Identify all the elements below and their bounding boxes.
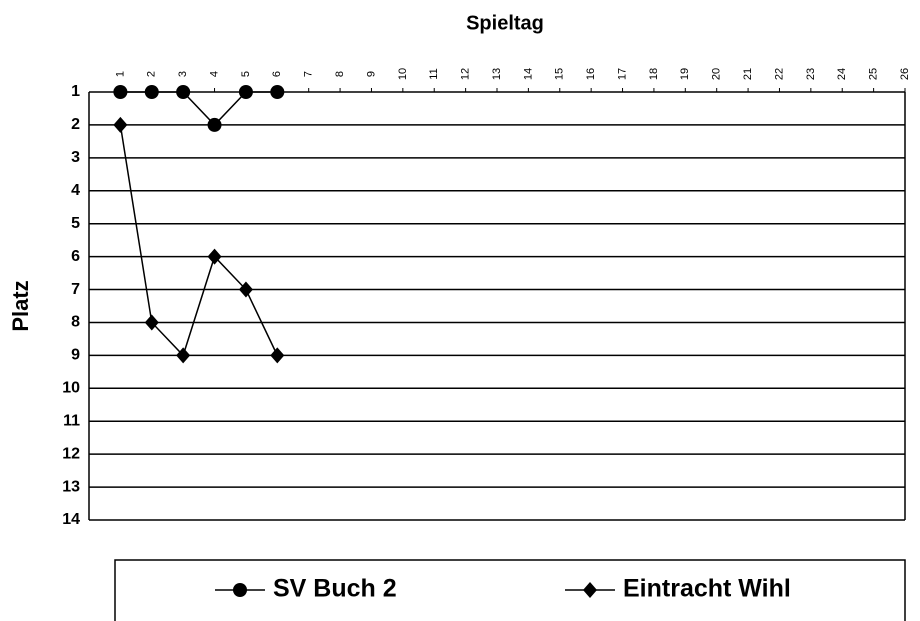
x-tick-label: 2: [146, 71, 158, 77]
x-tick-label: 8: [334, 71, 346, 77]
x-tick-label: 15: [554, 68, 566, 80]
y-axis-label: Platz: [8, 280, 33, 331]
x-tick-label: 9: [365, 71, 377, 77]
x-tick-label: 21: [742, 68, 754, 80]
legend-label: Eintracht Wihl: [623, 575, 791, 603]
x-tick-label: 22: [773, 68, 785, 80]
y-tick-label: 11: [63, 412, 80, 429]
point: [144, 314, 159, 331]
x-tick-label: 12: [460, 68, 472, 80]
x-tick-label: 5: [240, 71, 252, 77]
y-tick-label: 4: [71, 182, 80, 199]
chart-title: Spieltag: [466, 12, 544, 34]
x-tick-label: 17: [616, 68, 628, 80]
x-tick-label: 4: [208, 71, 220, 77]
series-line: [119, 124, 278, 357]
x-tick-label: 7: [303, 71, 315, 77]
point: [113, 85, 128, 99]
point: [176, 347, 191, 364]
y-tick-label: 12: [62, 445, 80, 462]
point: [238, 85, 253, 99]
y-tick-label: 7: [71, 281, 80, 298]
point: [144, 85, 159, 99]
x-tick-label: 23: [805, 68, 817, 80]
y-tick-label: 9: [71, 347, 80, 364]
x-tick-label: 24: [836, 68, 848, 80]
x-tick-label: 18: [648, 68, 660, 80]
legend-label: SV Buch 2: [273, 575, 397, 603]
point: [113, 116, 128, 133]
point: [207, 248, 222, 265]
y-tick-label: 3: [71, 149, 80, 166]
point: [238, 281, 253, 298]
y-tick-label: 10: [62, 380, 80, 397]
x-tick-label: 1: [114, 71, 126, 77]
series-line: [120, 91, 278, 127]
x-tick-label: 13: [491, 68, 503, 80]
x-tick-label: 14: [522, 68, 534, 80]
x-tick-label: 3: [177, 71, 189, 77]
x-tick-label: 16: [585, 68, 597, 80]
x-tick-label: 20: [711, 68, 723, 80]
point: [176, 85, 191, 99]
x-tick-label: 10: [397, 68, 409, 80]
x-tick-label: 6: [271, 71, 283, 77]
y-tick-label: 14: [62, 511, 80, 528]
point: [270, 347, 285, 364]
x-tick-label: 19: [679, 68, 691, 80]
x-tick-label: 25: [868, 68, 880, 80]
y-tick-label: 8: [71, 314, 80, 331]
legend-marker: [233, 583, 247, 597]
y-tick-label: 5: [71, 215, 80, 232]
y-tick-label: 2: [71, 116, 80, 133]
point: [270, 85, 285, 99]
point: [207, 117, 222, 132]
y-tick-label: 13: [62, 478, 80, 495]
y-tick-label: 1: [71, 83, 80, 100]
x-tick-label: 11: [428, 68, 440, 79]
x-tick-label: 26: [899, 68, 911, 80]
y-tick-label: 6: [71, 248, 80, 265]
legend-marker: [583, 582, 597, 598]
